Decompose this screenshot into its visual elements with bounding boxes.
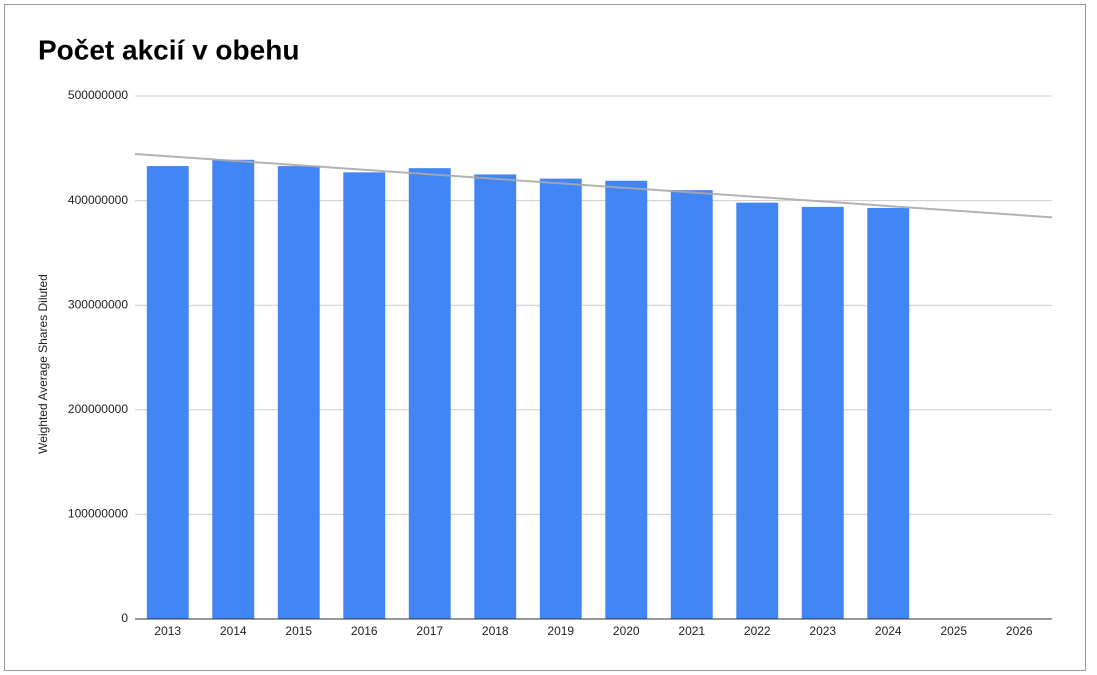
bar	[801, 206, 844, 619]
y-tick-label: 500000000	[68, 88, 128, 102]
x-tick-label: 2019	[547, 624, 574, 638]
bar	[408, 168, 451, 619]
bar	[277, 166, 320, 619]
bar	[212, 159, 255, 619]
bar	[343, 172, 386, 619]
bar	[670, 190, 713, 619]
trendline	[134, 152, 1053, 219]
x-tick-label: 2017	[416, 624, 443, 638]
bar	[605, 180, 648, 619]
bar	[539, 178, 582, 619]
x-tick-label: 2023	[809, 624, 836, 638]
x-tick-label: 2013	[154, 624, 181, 638]
y-tick-label: 0	[121, 611, 128, 625]
chart-title: Počet akcií v obehu	[38, 34, 299, 65]
x-tick-label: 2015	[285, 624, 312, 638]
y-tick-label: 300000000	[68, 297, 128, 311]
x-tick-label: 2018	[482, 624, 509, 638]
x-tick-label: 2014	[220, 624, 247, 638]
x-tick-label: 2026	[1006, 624, 1033, 638]
x-tick-label: 2025	[940, 624, 967, 638]
bar	[146, 166, 189, 619]
x-tick-label: 2022	[744, 624, 771, 638]
x-tick-label: 2021	[678, 624, 705, 638]
bar	[736, 202, 779, 619]
bar	[474, 174, 517, 619]
y-tick-label: 100000000	[68, 507, 128, 521]
y-tick-label: 200000000	[68, 402, 128, 416]
x-tick-label: 2016	[351, 624, 378, 638]
x-tick-label: 2024	[875, 624, 902, 638]
x-tick-label: 2020	[613, 624, 640, 638]
y-tick-label: 400000000	[68, 193, 128, 207]
y-axis-label: Weighted Average Shares Diluted	[36, 274, 50, 454]
bar	[867, 207, 910, 619]
